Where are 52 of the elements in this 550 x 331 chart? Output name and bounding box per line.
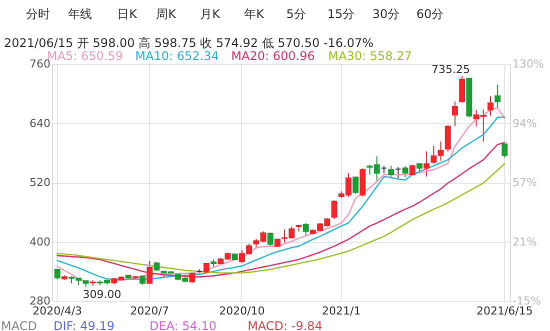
candlestick <box>424 150 430 178</box>
y2-tick-label: 130% <box>512 58 544 70</box>
y-tick-label: 280 <box>30 294 50 308</box>
candlestick <box>352 176 359 194</box>
y2-tick-label: -15% <box>512 294 541 308</box>
y-tick-label: 400 <box>30 235 50 248</box>
x-tick-label: 2021/6/15 <box>476 304 533 318</box>
text: MA30: 558.27 <box>328 49 412 63</box>
candlestick <box>302 222 309 236</box>
line-series <box>56 162 506 274</box>
text: DEA: 54.10 <box>149 319 217 331</box>
x-tick-label: 2020/10 <box>219 304 265 318</box>
y-tick-label: 760 <box>30 58 50 70</box>
annotation: 309.00 <box>82 288 122 301</box>
text: 月K <box>200 7 222 21</box>
candlestick <box>267 232 274 247</box>
text: MA10: 652.34 <box>135 49 219 63</box>
text: 日K <box>117 7 138 21</box>
y2-tick-label: 21% <box>512 235 537 248</box>
candlestick <box>402 166 408 178</box>
candlestick <box>452 101 458 127</box>
text: MACD <box>1 319 37 331</box>
candlestick <box>487 96 494 116</box>
y2-tick-label: 94% <box>512 116 537 130</box>
y2-tick-label: 57% <box>512 176 537 189</box>
annotation: 735.25 <box>432 63 470 76</box>
candlestick <box>331 200 338 220</box>
text: 15分 <box>327 7 355 21</box>
candlestick <box>444 124 451 152</box>
text: DIF: 49.19 <box>54 319 114 331</box>
text: 60分 <box>416 7 444 21</box>
text: MA20: 600.96 <box>231 49 315 63</box>
candlestick <box>388 165 394 179</box>
text: 5分 <box>286 7 306 21</box>
candlestick <box>494 84 501 110</box>
candlestick <box>146 260 153 285</box>
x-tick-label: 2020/7 <box>130 304 169 318</box>
candlestick <box>409 164 416 176</box>
x-tick-label: 2020/4/3 <box>32 304 82 318</box>
candlestick <box>502 143 508 158</box>
candlestick <box>395 166 402 179</box>
text: 年线 <box>68 7 92 21</box>
y-tick-label: 520 <box>30 176 50 189</box>
text: 年K <box>244 7 266 21</box>
text: 2021/06/15 开 598.00 高 598.75 收 574.92 低 570.50 -16.07% <box>4 36 374 50</box>
text: MACD: -9.84 <box>248 319 322 331</box>
text: 分时 <box>26 7 50 21</box>
candlestick <box>459 76 466 104</box>
text: 周K <box>156 7 178 21</box>
y-tick-label: 640 <box>30 116 50 130</box>
text: 30分 <box>372 7 400 21</box>
x-tick-label: 2021/1 <box>322 304 361 318</box>
